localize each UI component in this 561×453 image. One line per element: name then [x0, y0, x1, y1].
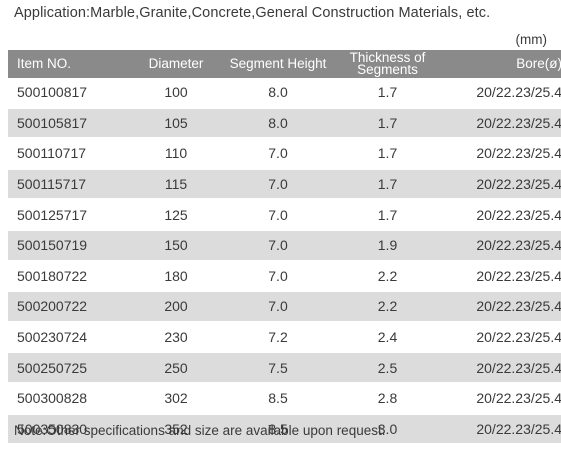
cell-segment-height: 7.0 [268, 206, 288, 223]
cell-segment-height: 7.0 [268, 267, 288, 284]
header-bore: Bore(ø) [436, 50, 561, 78]
cell-item-no: 500230724 [17, 329, 88, 346]
cell-item-no: 500180722 [17, 267, 88, 284]
header-thickness-line1: Thickness of [349, 50, 426, 65]
cell-item-no: 500105817 [8, 107, 135, 139]
cell-segment-height: 8.5 [268, 390, 288, 407]
table-row: 500180722 180 7.0 2.2 20/22.23/25.4 [8, 261, 561, 292]
cell-bore: 20/22.23/25.4 [476, 329, 561, 346]
header-thickness-line2: Segments [357, 62, 418, 77]
table-row: 500350830 352 8.5 3.0 20/22.23/25.4 [8, 413, 561, 445]
cell-diameter: 302 [164, 390, 188, 407]
table-row: 500110717 110 7.0 1.7 20/22.23/25.4 [8, 138, 561, 169]
cell-bore: 20/22.23/25.4 [476, 390, 561, 407]
cell-thickness: 2.8 [377, 390, 398, 407]
application-text: Application:Marble,Granite,Concrete,Gene… [14, 5, 491, 21]
cell-diameter: 180 [164, 267, 188, 284]
cell-item-no: 500125717 [17, 206, 88, 223]
table-row: 500150719 150 7.0 1.9 20/22.23/25.4 [8, 229, 561, 261]
table-header: Item NO. Diameter Segment Height Thickne… [8, 50, 561, 78]
table-row: 500100817 100 8.0 1.7 20/22.23/25.4 [8, 78, 561, 108]
cell-item-no: 500350830 [8, 413, 135, 445]
cell-bore: 20/22.23/25.4 [476, 145, 561, 162]
cell-diameter: 230 [164, 329, 188, 346]
cell-thickness: 2.2 [339, 291, 436, 322]
cell-segment-height: 7.0 [217, 229, 339, 261]
cell-bore: 20/22.23/25.4 [436, 107, 561, 139]
cell-diameter: 352 [135, 413, 217, 445]
cell-diameter: 250 [135, 352, 217, 383]
cell-bore: 20/22.23/25.4 [436, 352, 561, 383]
spec-table: Item NO. Diameter Segment Height Thickne… [8, 50, 561, 445]
cell-thickness: 1.7 [377, 84, 398, 101]
cell-diameter: 110 [164, 145, 188, 162]
cell-segment-height: 7.2 [268, 329, 288, 346]
table-row: 500115717 115 7.0 1.7 20/22.23/25.4 [8, 168, 561, 200]
cell-segment-height: 7.0 [268, 145, 288, 162]
cell-bore: 20/22.23/25.4 [476, 206, 561, 223]
header-thickness: Thickness of Segments [339, 50, 436, 78]
cell-thickness: 1.7 [377, 206, 398, 223]
cell-segment-height: 7.0 [217, 168, 339, 200]
cell-item-no: 500300828 [17, 390, 88, 407]
note-text: Note:Other specifications and size are a… [14, 423, 386, 438]
cell-thickness: 2.4 [377, 329, 398, 346]
table-row: 500105817 105 8.0 1.7 20/22.23/25.4 [8, 107, 561, 139]
cell-thickness: 2.2 [377, 267, 398, 284]
cell-bore: 20/22.23/25.4 [436, 168, 561, 200]
cell-diameter: 115 [135, 168, 217, 200]
cell-segment-height: 7.5 [217, 352, 339, 383]
table-row: 500230724 230 7.2 2.4 20/22.23/25.4 [8, 322, 561, 353]
cell-thickness: 1.7 [339, 168, 436, 200]
table-row: 500250725 250 7.5 2.5 20/22.23/25.4 [8, 352, 561, 383]
cell-item-no: 500115717 [8, 168, 135, 200]
cell-diameter: 100 [164, 84, 188, 101]
cell-thickness: 1.7 [339, 107, 436, 139]
cell-segment-height: 8.5 [217, 413, 339, 445]
cell-item-no: 500250725 [8, 352, 135, 383]
cell-bore: 20/22.23/25.4 [436, 413, 561, 445]
cell-item-no: 500100817 [17, 84, 88, 101]
header-segment-height: Segment Height [217, 50, 339, 78]
units-label: (mm) [515, 32, 547, 47]
cell-diameter: 200 [135, 291, 217, 322]
cell-item-no: 500150719 [8, 229, 135, 261]
cell-diameter: 125 [164, 206, 188, 223]
table-row: 500125717 125 7.0 1.7 20/22.23/25.4 [8, 199, 561, 230]
cell-segment-height: 7.0 [217, 291, 339, 322]
cell-bore: 20/22.23/25.4 [476, 267, 561, 284]
cell-thickness: 1.9 [339, 229, 436, 261]
header-diameter: Diameter [135, 50, 217, 78]
cell-bore: 20/22.23/25.4 [436, 291, 561, 322]
header-item-no: Item NO. [8, 50, 135, 78]
cell-diameter: 105 [135, 107, 217, 139]
cell-bore: 20/22.23/25.4 [476, 84, 561, 101]
table-row: 500300828 302 8.5 2.8 20/22.23/25.4 [8, 383, 561, 414]
cell-thickness: 1.7 [377, 145, 398, 162]
cell-thickness: 3.0 [339, 413, 436, 445]
cell-thickness: 2.5 [339, 352, 436, 383]
cell-segment-height: 8.0 [217, 107, 339, 139]
table-row: 500200722 200 7.0 2.2 20/22.23/25.4 [8, 291, 561, 322]
header-row: Item NO. Diameter Segment Height Thickne… [8, 50, 561, 78]
cell-bore: 20/22.23/25.4 [436, 229, 561, 261]
cell-segment-height: 8.0 [268, 84, 288, 101]
cell-item-no: 500200722 [8, 291, 135, 322]
cell-diameter: 150 [135, 229, 217, 261]
table-body: 500100817 100 8.0 1.7 20/22.23/25.4 500105817… [8, 78, 561, 445]
cell-item-no: 500110717 [17, 145, 87, 162]
